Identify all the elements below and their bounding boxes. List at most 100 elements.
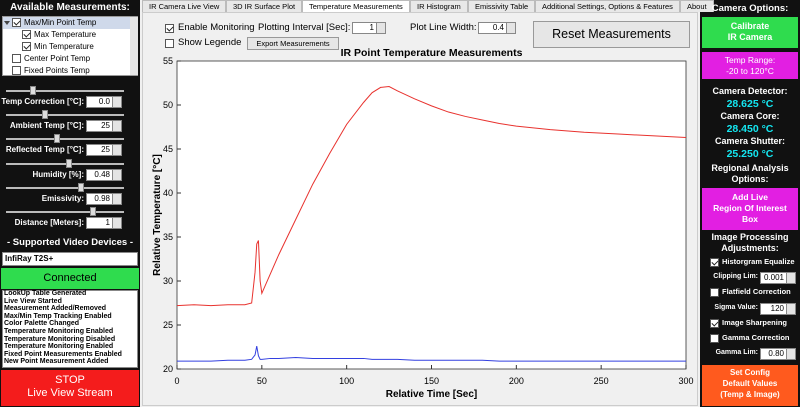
log-entry: Live View Started (4, 297, 62, 305)
log-entry: Fixed Point Measurements Enabled (4, 350, 122, 358)
panel-title: Available Measurements: (10, 2, 130, 13)
tab[interactable]: Emissivity Table (468, 0, 536, 12)
readout-value: 28.625 °C (726, 98, 774, 110)
spin-button[interactable] (112, 192, 122, 205)
tree-item[interactable]: Center Point Temp (24, 54, 91, 63)
reset-button[interactable]: Reset Measurements (533, 21, 690, 48)
log-entry: Max/Min Temp Tracking Enabled (4, 312, 112, 320)
tab[interactable]: 3D IR Surface Plot (226, 0, 303, 12)
connect-button[interactable]: Connected (1, 268, 139, 289)
readout-label: Camera Detector: (712, 86, 788, 96)
section-title: Image Processing (711, 232, 789, 242)
slider-track (6, 186, 124, 189)
tab[interactable]: Temperature Measurements (302, 0, 410, 12)
slider-track (6, 162, 124, 165)
log-list (2, 290, 138, 368)
readout-label: Camera Core: (720, 111, 780, 121)
checkbox-label: Enable Monitoring (178, 22, 255, 33)
log-entry: Measurement Added/Removed (4, 305, 107, 313)
checkbox-label: Historgram Equalize (722, 257, 795, 266)
tree-item[interactable]: Min Temperature (34, 42, 94, 51)
spin-button[interactable] (786, 302, 796, 315)
config-button-label: Set Config (730, 368, 770, 377)
slider-track (6, 138, 124, 141)
section-title: Regional Analysis (711, 163, 789, 173)
calibrate-button-bg[interactable] (702, 17, 798, 48)
tab[interactable]: Additional Settings, Options & Features (535, 0, 680, 12)
spin-button[interactable] (376, 22, 386, 34)
field-label: Emissivity: (41, 193, 84, 203)
checkbox[interactable] (22, 30, 31, 39)
tab[interactable]: About (680, 0, 714, 12)
spin-button[interactable] (112, 217, 122, 229)
log-entry: Temperature Monitoring Enabled (4, 328, 114, 335)
expand-arrow[interactable] (4, 21, 10, 25)
slider-knob[interactable] (30, 86, 36, 95)
slider-track (6, 114, 124, 117)
log-entry: Temperature Monitoring Enabled (4, 343, 114, 351)
spin-button[interactable] (506, 22, 516, 34)
spin-button[interactable] (112, 168, 122, 181)
stop-button-bg[interactable] (1, 370, 139, 406)
field-label: Clipping Lim: (713, 273, 758, 281)
tab[interactable]: IR Histogram (410, 0, 468, 12)
spin-button[interactable] (786, 272, 796, 285)
panel-title: Camera Options: (711, 3, 789, 14)
log-entry: LookUp Table Generated (4, 290, 87, 297)
temp-range-button-label: Temp Range: (724, 55, 776, 65)
readout-value: 28.450 °C (726, 123, 774, 135)
checkbox[interactable] (165, 39, 174, 48)
spin-button[interactable] (112, 96, 122, 108)
checkbox[interactable] (710, 258, 719, 267)
field-label: Ambient Temp [°C]: (9, 121, 84, 131)
slider-knob[interactable] (42, 110, 48, 120)
slider-knob[interactable] (54, 134, 60, 144)
tab[interactable]: IR Camera Live View (142, 0, 227, 12)
roi-button-bg[interactable] (702, 188, 798, 230)
checkbox[interactable] (710, 318, 719, 328)
roi-button-label: Region Of Interest (713, 203, 787, 213)
checkbox-label: Gamma Correction (722, 333, 790, 342)
control-label: Plotting Interval [Sec]: (258, 22, 351, 33)
checkbox[interactable] (710, 288, 719, 298)
tab-content (142, 12, 698, 406)
export-button[interactable]: Export Measurements (247, 37, 339, 50)
checkbox[interactable] (165, 24, 174, 33)
temp-range-button-label: -20 to 120°C (726, 66, 774, 76)
checkbox[interactable] (12, 66, 21, 75)
spin-button[interactable] (786, 348, 796, 361)
calibrate-button-label: Calibrate (730, 21, 770, 31)
temp-range-button-bg[interactable] (702, 52, 798, 79)
field-label: Gamma Lim: (715, 349, 758, 357)
spin-button[interactable] (112, 144, 122, 157)
spin-button[interactable] (112, 120, 122, 133)
checkbox[interactable] (22, 42, 31, 51)
tree-item[interactable]: Fixed Points Temp (24, 66, 90, 75)
section-title: Options: (731, 174, 769, 184)
checkbox[interactable] (12, 54, 21, 63)
scrollbar (130, 17, 138, 75)
checkbox[interactable] (12, 18, 21, 27)
roi-button-label: Add Live (732, 192, 768, 202)
field-label: Sigma Value: (714, 303, 758, 311)
field-label: Distance [Meters]: (14, 218, 84, 227)
field-label: Temp Correction [°C]: (1, 97, 84, 106)
slider-knob[interactable] (78, 182, 84, 192)
checkbox[interactable] (710, 334, 719, 343)
device-dropdown[interactable]: InfiRay T2S+ (2, 252, 138, 266)
field-label: Humidity [%]: (32, 169, 84, 179)
section-title: - Supported Video Devices - (7, 237, 133, 248)
tree-item[interactable]: Max Temperature (34, 30, 97, 39)
slider-track (6, 90, 124, 92)
slider-knob[interactable] (66, 158, 72, 168)
slider-knob[interactable] (90, 207, 96, 216)
calibrate-button-label: IR Camera (727, 32, 773, 42)
slider-track (6, 211, 124, 213)
tree-item[interactable]: Max/Min Point Temp (24, 18, 97, 27)
config-button-bg[interactable] (702, 365, 798, 406)
section-title: Adjustments: (721, 243, 779, 253)
stop-button-label: Live View Stream (27, 387, 113, 399)
field-label: Reflected Temp [°C]: (5, 145, 84, 155)
control-label: Plot Line Width: (410, 22, 477, 33)
